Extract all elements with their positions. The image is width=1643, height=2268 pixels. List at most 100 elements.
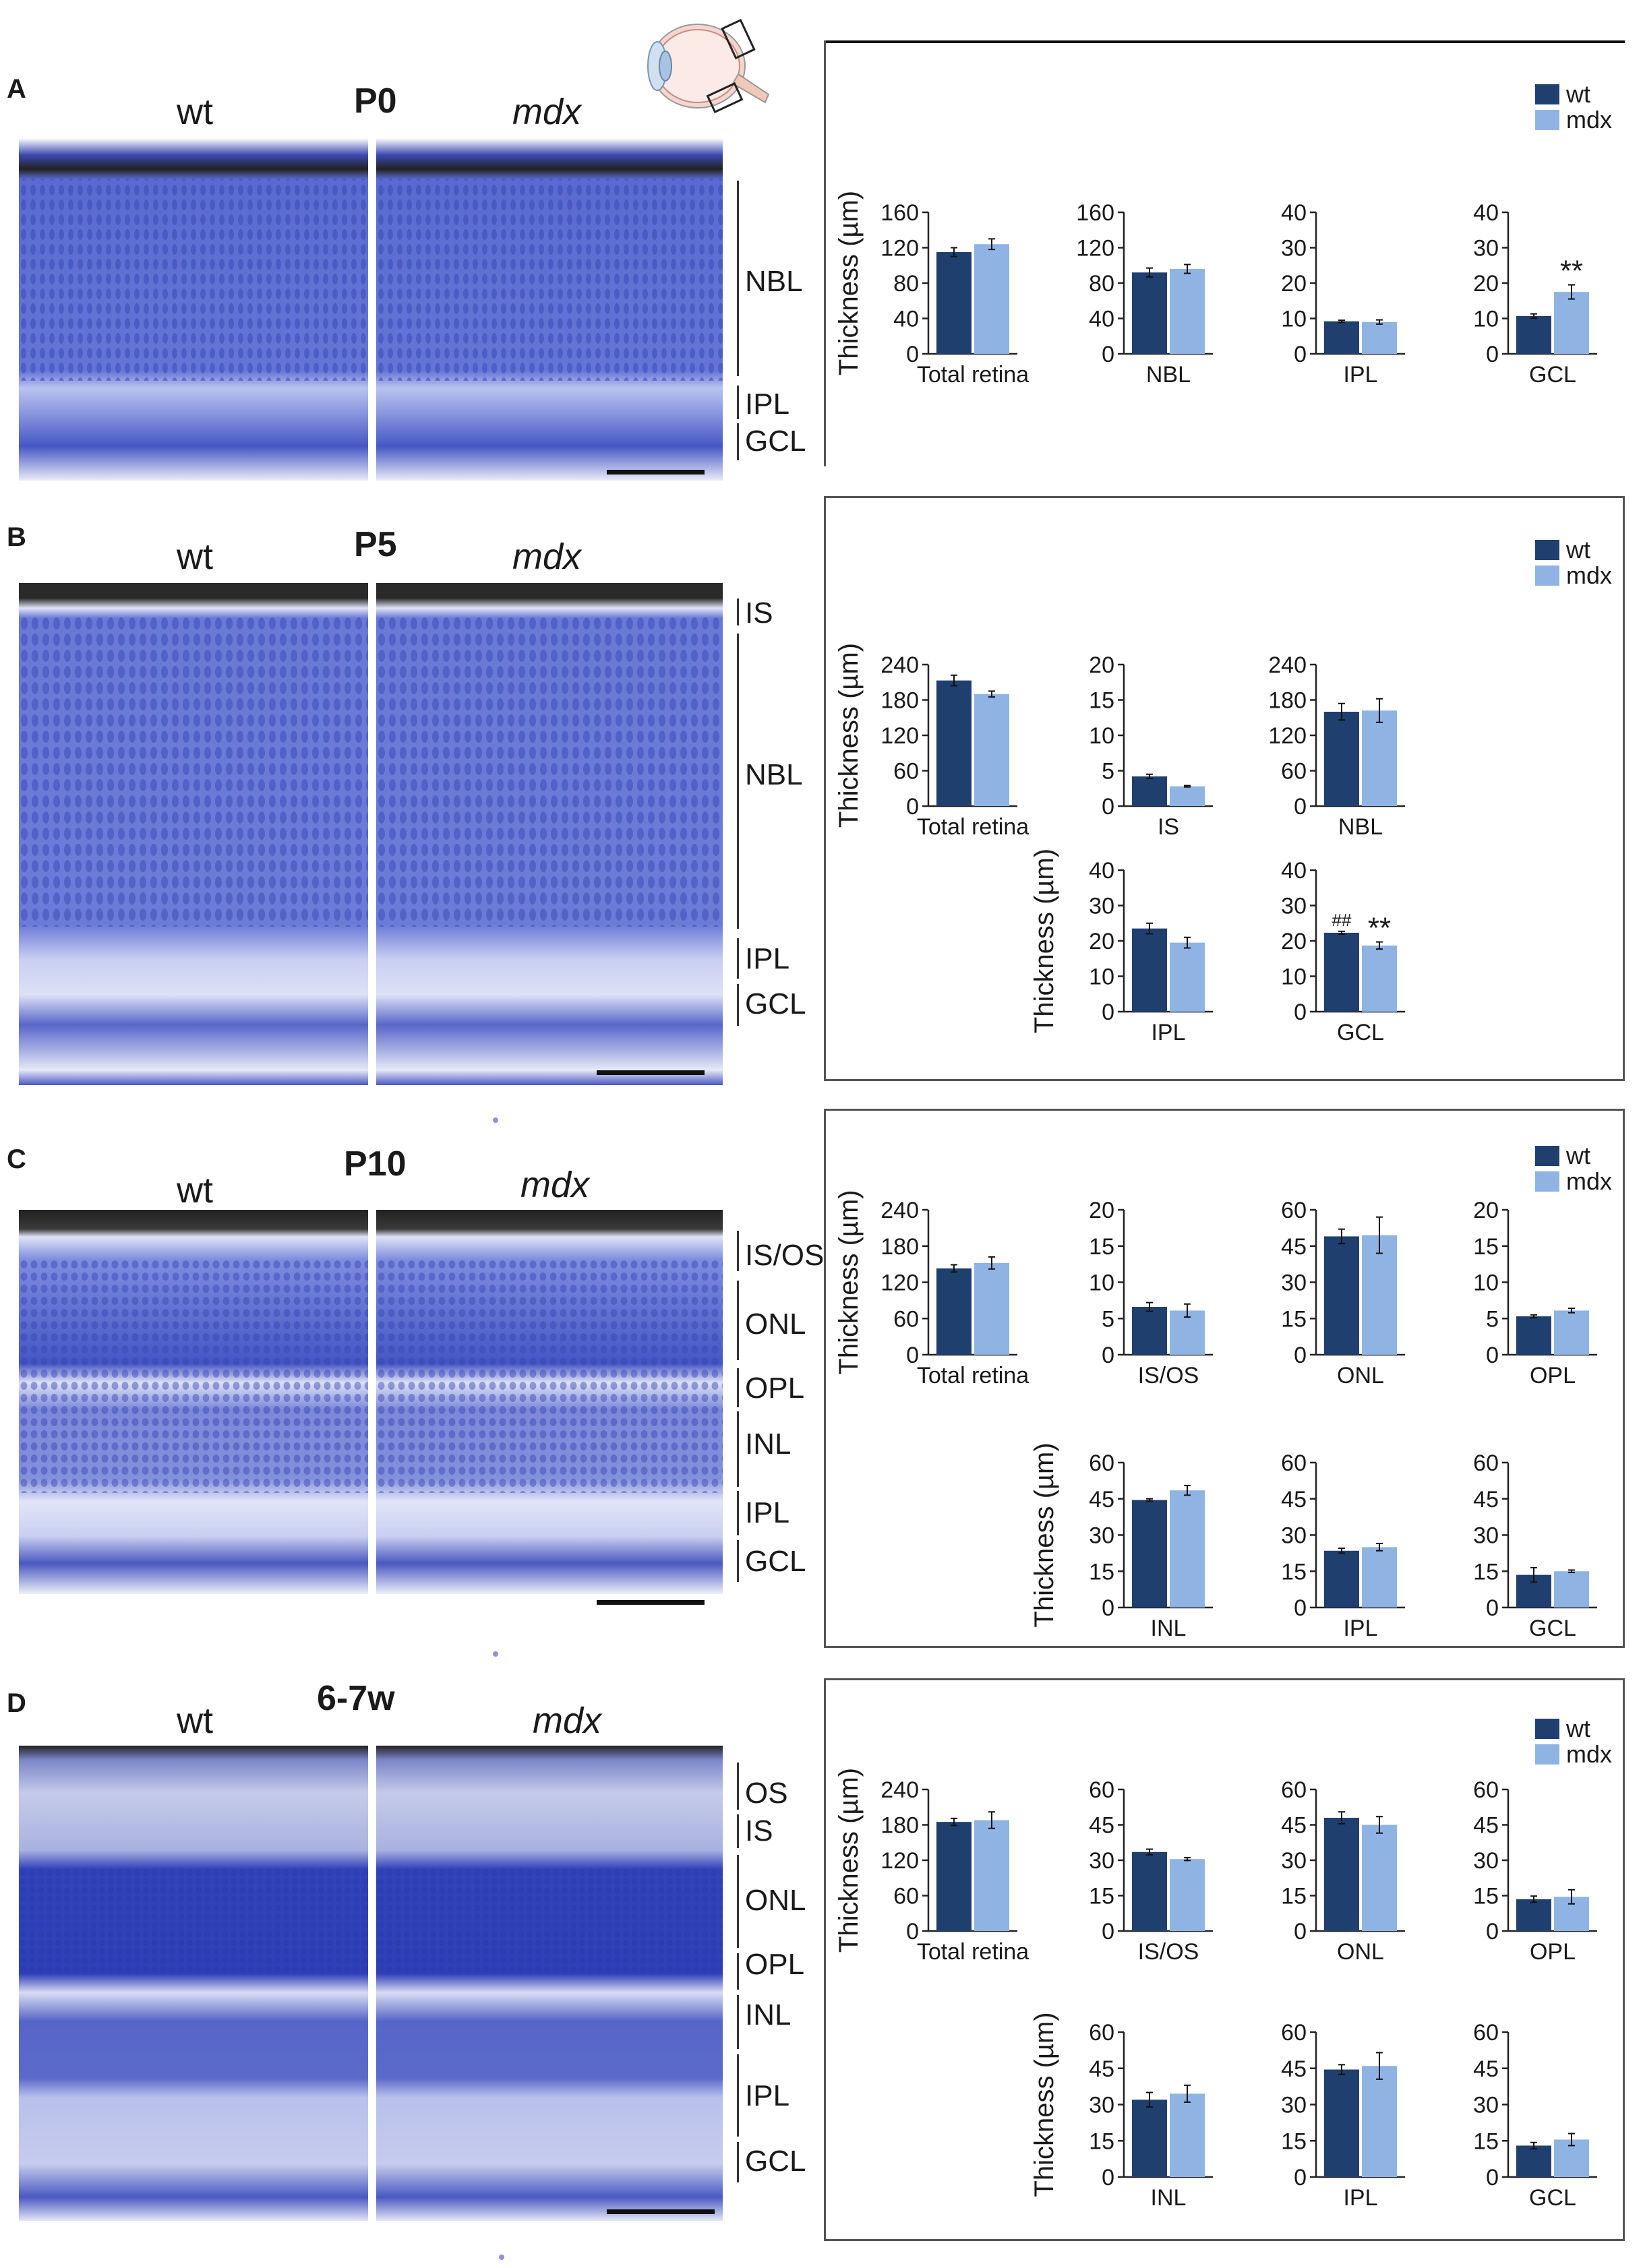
y-tick-label: 0: [1294, 1343, 1307, 1368]
bar-chart-onl: 0 15 30 45 60 ONL: [1281, 1777, 1405, 1965]
y-tick-label: 40: [1089, 858, 1114, 884]
y-tick-label: 15: [1473, 1559, 1499, 1585]
wt-label: wt: [177, 1700, 213, 1741]
bar-mdx: [1362, 2066, 1397, 2177]
bar-chart-gcl: 0 15 30 45 60 GCL: [1473, 2020, 1597, 2211]
bar-chart-ipl: 0 15 30 45 60 IPL: [1281, 1450, 1405, 1641]
y-tick-label: 40: [1089, 307, 1114, 332]
bar-chart-gcl: 0 15 30 45 60 GCL: [1473, 1450, 1597, 1641]
x-axis-label: IPL: [1343, 1616, 1377, 1641]
bar-mdx: [974, 1262, 1009, 1355]
layer-label-gcl: GCL: [745, 425, 806, 458]
x-axis-label: NBL: [1338, 814, 1383, 840]
y-tick-label: 15: [1281, 1559, 1307, 1585]
layer-label-nbl: NBL: [745, 265, 803, 298]
legend-label-mdx: mdx: [1566, 1167, 1612, 1195]
layer-bracket: [737, 1540, 739, 1582]
legend-swatch-mdx: [1535, 1744, 1559, 1765]
bar-wt: [1516, 2145, 1551, 2177]
y-tick-label: 30: [1281, 2093, 1307, 2118]
panel-a-charts: 0 40 80 120 160 Total retina Thickness (µm) 0 40…: [834, 80, 1612, 388]
y-tick-label: 30: [1473, 1523, 1499, 1549]
layer-bracket: [737, 2142, 739, 2182]
y-tick-label: 20: [1473, 271, 1499, 297]
x-axis-label: INL: [1151, 2185, 1187, 2211]
layer-label-gcl: GCL: [745, 987, 806, 1020]
y-tick-label: 60: [1281, 1198, 1307, 1223]
layer-bracket: [737, 1763, 739, 1810]
y-tick-label: 0: [1102, 794, 1114, 820]
dot: [499, 2255, 504, 2260]
bar-chart-is-os: 0 5 10 15 20 IS/OS: [1089, 1198, 1213, 1388]
legend-swatch-wt: [1535, 1146, 1559, 1166]
bar-mdx: [1170, 2093, 1205, 2177]
y-tick-label: 180: [880, 1234, 919, 1260]
layer-label-ipl: IPL: [745, 942, 790, 975]
legend-label-mdx: mdx: [1566, 1740, 1612, 1768]
y-tick-label: 120: [1268, 723, 1307, 749]
y-tick-label: 20: [1089, 652, 1114, 678]
x-axis-label: ONL: [1337, 1363, 1384, 1388]
legend-swatch-wt: [1535, 540, 1559, 560]
layer-label-opl: OPL: [745, 1372, 805, 1405]
legend-label-wt: wt: [1565, 1715, 1590, 1742]
y-tick-label: 20: [1089, 929, 1114, 954]
y-tick-label: 15: [1089, 1234, 1114, 1260]
x-axis-label: Total retina: [917, 1363, 1029, 1388]
bar-wt: [1132, 1851, 1167, 1931]
y-tick-label: 10: [1089, 1270, 1114, 1296]
y-tick-label: 20: [1281, 271, 1307, 297]
bar-mdx: [1170, 1859, 1205, 1931]
scale-bar: [597, 1070, 705, 1075]
y-tick-label: 15: [1089, 688, 1114, 714]
scale-bar: [607, 470, 705, 474]
y-tick-label: 15: [1281, 1884, 1307, 1909]
bar-mdx: [1554, 1310, 1589, 1355]
layer-label-is: IS: [745, 1814, 773, 1847]
y-tick-label: 30: [1089, 1523, 1114, 1549]
layer-bracket: [737, 181, 739, 376]
bar-mdx: [1554, 292, 1589, 354]
layer-label-nbl: NBL: [745, 758, 803, 791]
wt-retina-micrograph: [19, 1210, 368, 1594]
y-tick-label: 30: [1089, 894, 1114, 919]
layer-bracket: [737, 386, 739, 419]
y-tick-label: 20: [1473, 1198, 1499, 1223]
bar-wt: [936, 1268, 972, 1355]
layer-bracket: [737, 1953, 739, 1990]
y-tick-label: 45: [1473, 1487, 1499, 1512]
scale-bar: [607, 2209, 715, 2214]
legend-swatch-mdx: [1535, 1171, 1559, 1192]
bar-chart-gcl: 0 10 20 30 40 ** GCL: [1473, 200, 1597, 388]
mdx-retina-micrograph: [376, 1746, 723, 2221]
significance-marker: **: [1368, 912, 1391, 945]
panel-c-charts: 0 60 120 180 240 Total retina Thickness (µm) 0 5…: [834, 1142, 1612, 1641]
y-tick-label: 30: [1281, 236, 1307, 262]
y-tick-label: 5: [1102, 759, 1114, 785]
bar-wt: [1324, 932, 1359, 1012]
x-axis-label: Total retina: [917, 814, 1029, 840]
y-tick-label: 0: [1102, 2165, 1114, 2190]
legend-swatch-wt: [1535, 84, 1559, 104]
legend-label-wt: wt: [1565, 80, 1590, 108]
bar-chart-inl: 0 15 30 45 60 INL Thickness (µm): [1029, 2012, 1213, 2211]
y-tick-label: 30: [1473, 236, 1499, 262]
layer-bracket: [737, 1855, 739, 1948]
wt-retina-micrograph: [19, 1746, 368, 2221]
y-tick-label: 30: [1089, 1848, 1114, 1874]
x-axis-label: OPL: [1530, 1363, 1576, 1388]
age-label: 6-7w: [317, 1679, 395, 1718]
mdx-label: mdx: [533, 1700, 602, 1741]
y-tick-label: 40: [1281, 200, 1307, 226]
wt-label: wt: [177, 92, 213, 132]
y-axis-label: Thickness (µm): [1029, 849, 1059, 1033]
layer-label-ipl: IPL: [745, 2079, 790, 2112]
y-tick-label: 0: [1102, 1343, 1114, 1368]
layer-label-ipl: IPL: [745, 1496, 790, 1529]
y-tick-label: 15: [1281, 2128, 1307, 2154]
bar-chart-opl: 0 15 30 45 60 OPL: [1473, 1777, 1597, 1965]
y-tick-label: 10: [1281, 964, 1307, 990]
